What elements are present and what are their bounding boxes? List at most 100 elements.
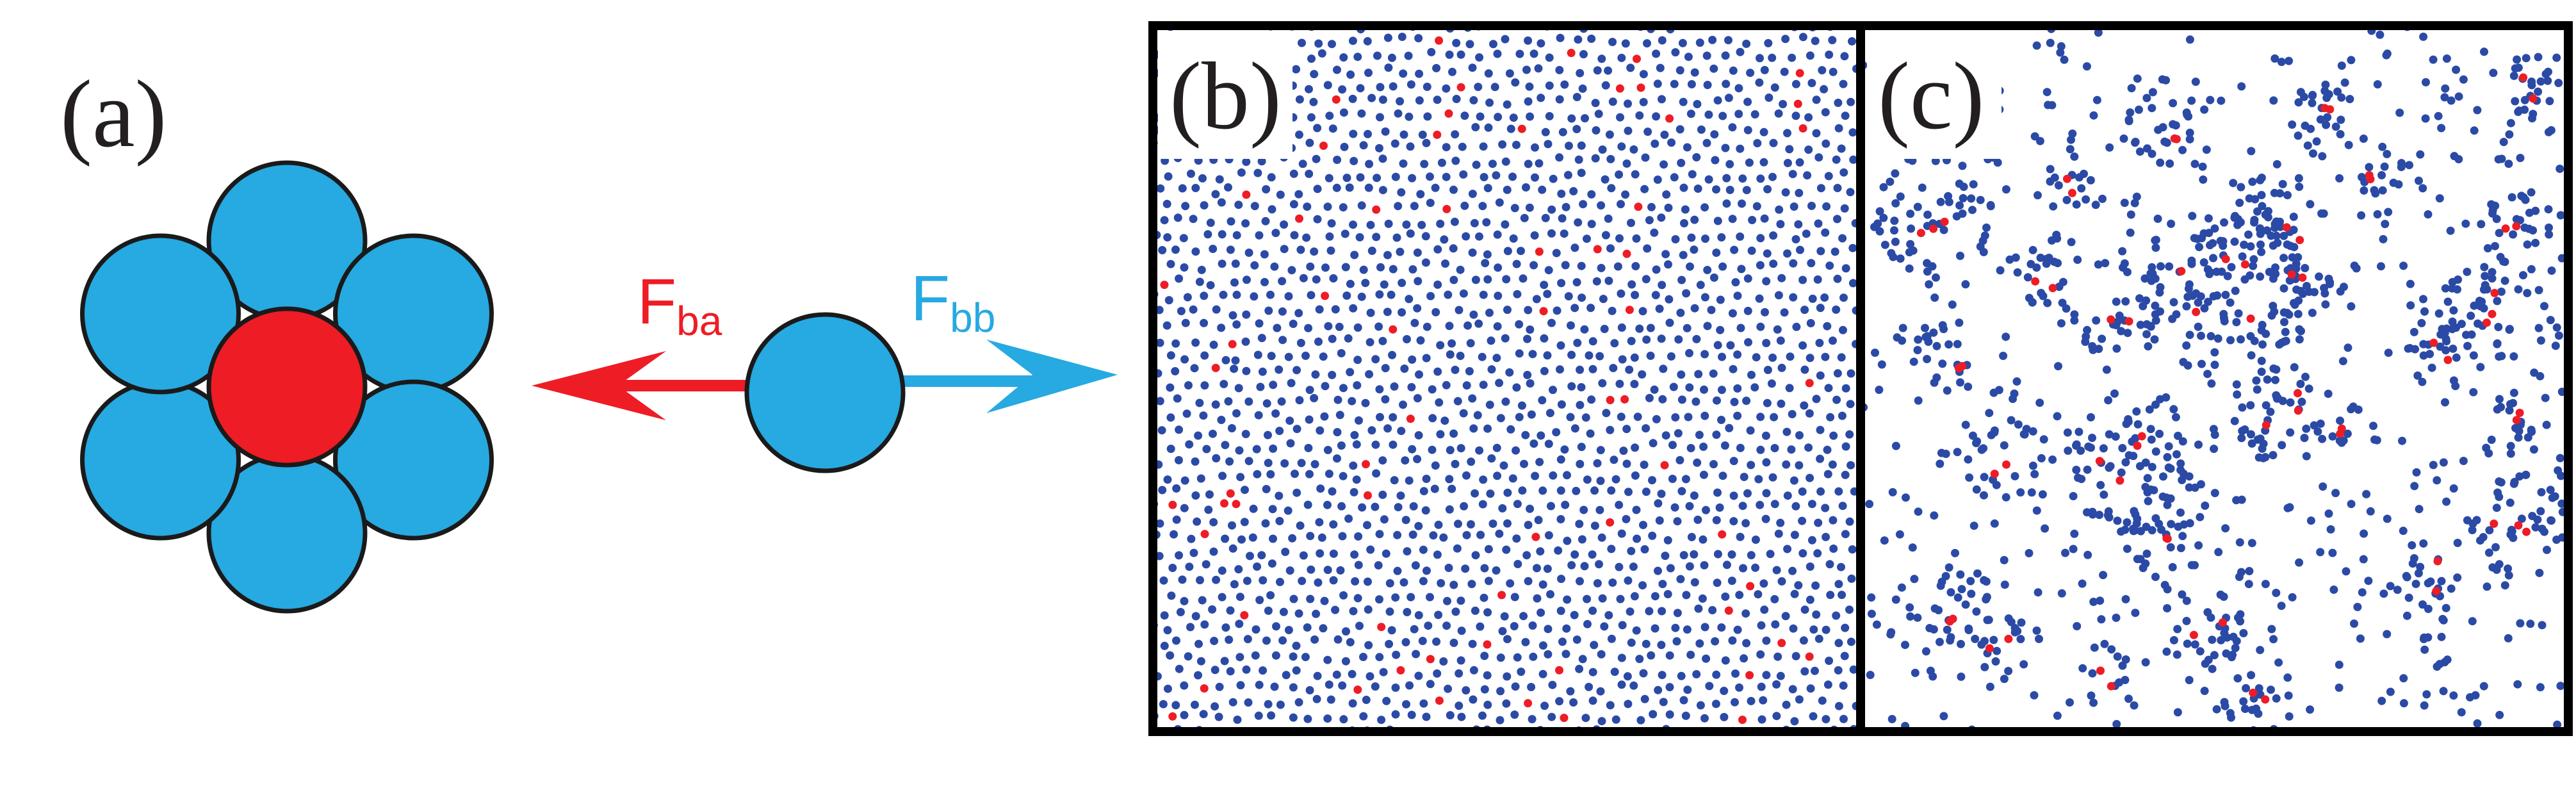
b-particle xyxy=(1353,381,1362,389)
b-particle xyxy=(1404,51,1413,60)
b-particle xyxy=(1305,470,1314,479)
b-particle xyxy=(1196,576,1204,585)
b-particle xyxy=(1171,701,1180,710)
b-particle xyxy=(1411,561,1420,570)
b-particle xyxy=(2143,473,2152,482)
b-particle xyxy=(1572,635,1581,644)
b-particle xyxy=(1961,600,1970,609)
b-particle xyxy=(1272,622,1280,631)
b-particle xyxy=(1305,169,1314,178)
b-particle xyxy=(2028,427,2037,436)
b-particle xyxy=(1823,680,1832,689)
b-particle xyxy=(1354,561,1363,569)
b-particle xyxy=(1468,63,1477,72)
b-particle xyxy=(1909,246,1918,255)
b-particle xyxy=(2538,621,2547,630)
b-particle xyxy=(1230,580,1239,589)
b-particle xyxy=(1398,33,1406,41)
b-particle xyxy=(2536,683,2545,692)
b-particle xyxy=(1764,38,1773,47)
b-particle xyxy=(1232,740,1240,748)
b-particle xyxy=(1295,396,1304,405)
a-particle xyxy=(2221,254,2230,263)
b-particle xyxy=(1570,243,1579,252)
b-particle xyxy=(2072,440,2081,449)
b-particle xyxy=(1485,98,1494,107)
b-particle xyxy=(1816,371,1825,380)
b-particle xyxy=(1408,174,1417,183)
b-particle xyxy=(1323,714,1332,723)
b-particle xyxy=(1913,613,1922,622)
b-particle xyxy=(1968,206,1977,215)
b-particle xyxy=(1834,580,1843,589)
b-particle xyxy=(1338,85,1347,94)
b-particle xyxy=(1173,213,1182,222)
b-particle xyxy=(1194,671,1202,680)
b-particle xyxy=(1979,444,1988,453)
b-particle xyxy=(1640,461,1649,469)
b-particle xyxy=(1364,577,1372,586)
b-particle xyxy=(1845,430,1854,439)
a-particle xyxy=(1396,666,1405,675)
b-particle xyxy=(1380,515,1389,524)
b-particle xyxy=(1218,566,1227,575)
b-particle xyxy=(2194,440,2203,449)
b-particle xyxy=(2229,179,2238,188)
b-particle xyxy=(1640,184,1649,193)
b-particle xyxy=(2483,244,2492,252)
b-particle xyxy=(1515,320,1524,329)
b-particle xyxy=(1982,595,1991,603)
b-particle xyxy=(2265,268,2274,276)
b-particle xyxy=(1456,444,1465,453)
b-particle xyxy=(1557,190,1566,198)
b-particle xyxy=(2112,321,2121,329)
b-particle xyxy=(1508,172,1517,181)
b-particle xyxy=(1574,218,1583,227)
b-particle xyxy=(1311,370,1320,379)
b-particle xyxy=(2233,390,2242,399)
b-particle xyxy=(1676,575,1685,584)
b-particle xyxy=(2493,405,2502,414)
b-particle xyxy=(2032,626,2041,635)
b-particle xyxy=(1353,323,1362,332)
b-particle xyxy=(2534,286,2543,295)
b-particle xyxy=(1189,215,1198,224)
b-particle xyxy=(1543,290,1552,299)
b-particle xyxy=(2433,476,2441,485)
b-particle xyxy=(2292,264,2301,273)
b-particle xyxy=(1451,607,1460,616)
b-particle xyxy=(2113,516,2122,525)
b-particle xyxy=(2453,539,2462,547)
b-particle xyxy=(1371,355,1380,364)
b-particle xyxy=(2399,261,2408,270)
b-particle xyxy=(1737,265,1746,274)
b-particle xyxy=(2333,87,2342,96)
b-particle xyxy=(2187,96,2196,105)
a-particle xyxy=(1200,530,1209,539)
b-particle xyxy=(1946,588,1955,597)
b-particle xyxy=(1509,234,1518,243)
b-particle xyxy=(2035,634,2043,643)
b-particle xyxy=(1321,263,1330,272)
b-particle xyxy=(2068,129,2077,138)
b-particle xyxy=(2244,230,2253,239)
b-particle xyxy=(2261,453,2270,462)
b-particle xyxy=(1292,488,1301,497)
b-particle xyxy=(1688,170,1697,179)
b-particle xyxy=(2230,237,2239,246)
b-particle xyxy=(1255,231,1264,240)
b-particle xyxy=(2277,58,2286,67)
b-particle xyxy=(1364,183,1373,192)
b-particle xyxy=(1650,385,1659,394)
b-particle xyxy=(1383,33,1392,42)
b-particle xyxy=(1257,551,1266,560)
b-particle xyxy=(1756,500,1765,509)
b-particle xyxy=(1218,230,1227,239)
b-particle xyxy=(1677,275,1686,284)
b-particle xyxy=(2272,365,2281,374)
b-particle xyxy=(1872,620,1881,629)
b-particle xyxy=(2285,712,2294,721)
b-particle xyxy=(2126,228,2135,237)
b-particle xyxy=(2290,363,2299,372)
b-particle xyxy=(1681,711,1690,720)
